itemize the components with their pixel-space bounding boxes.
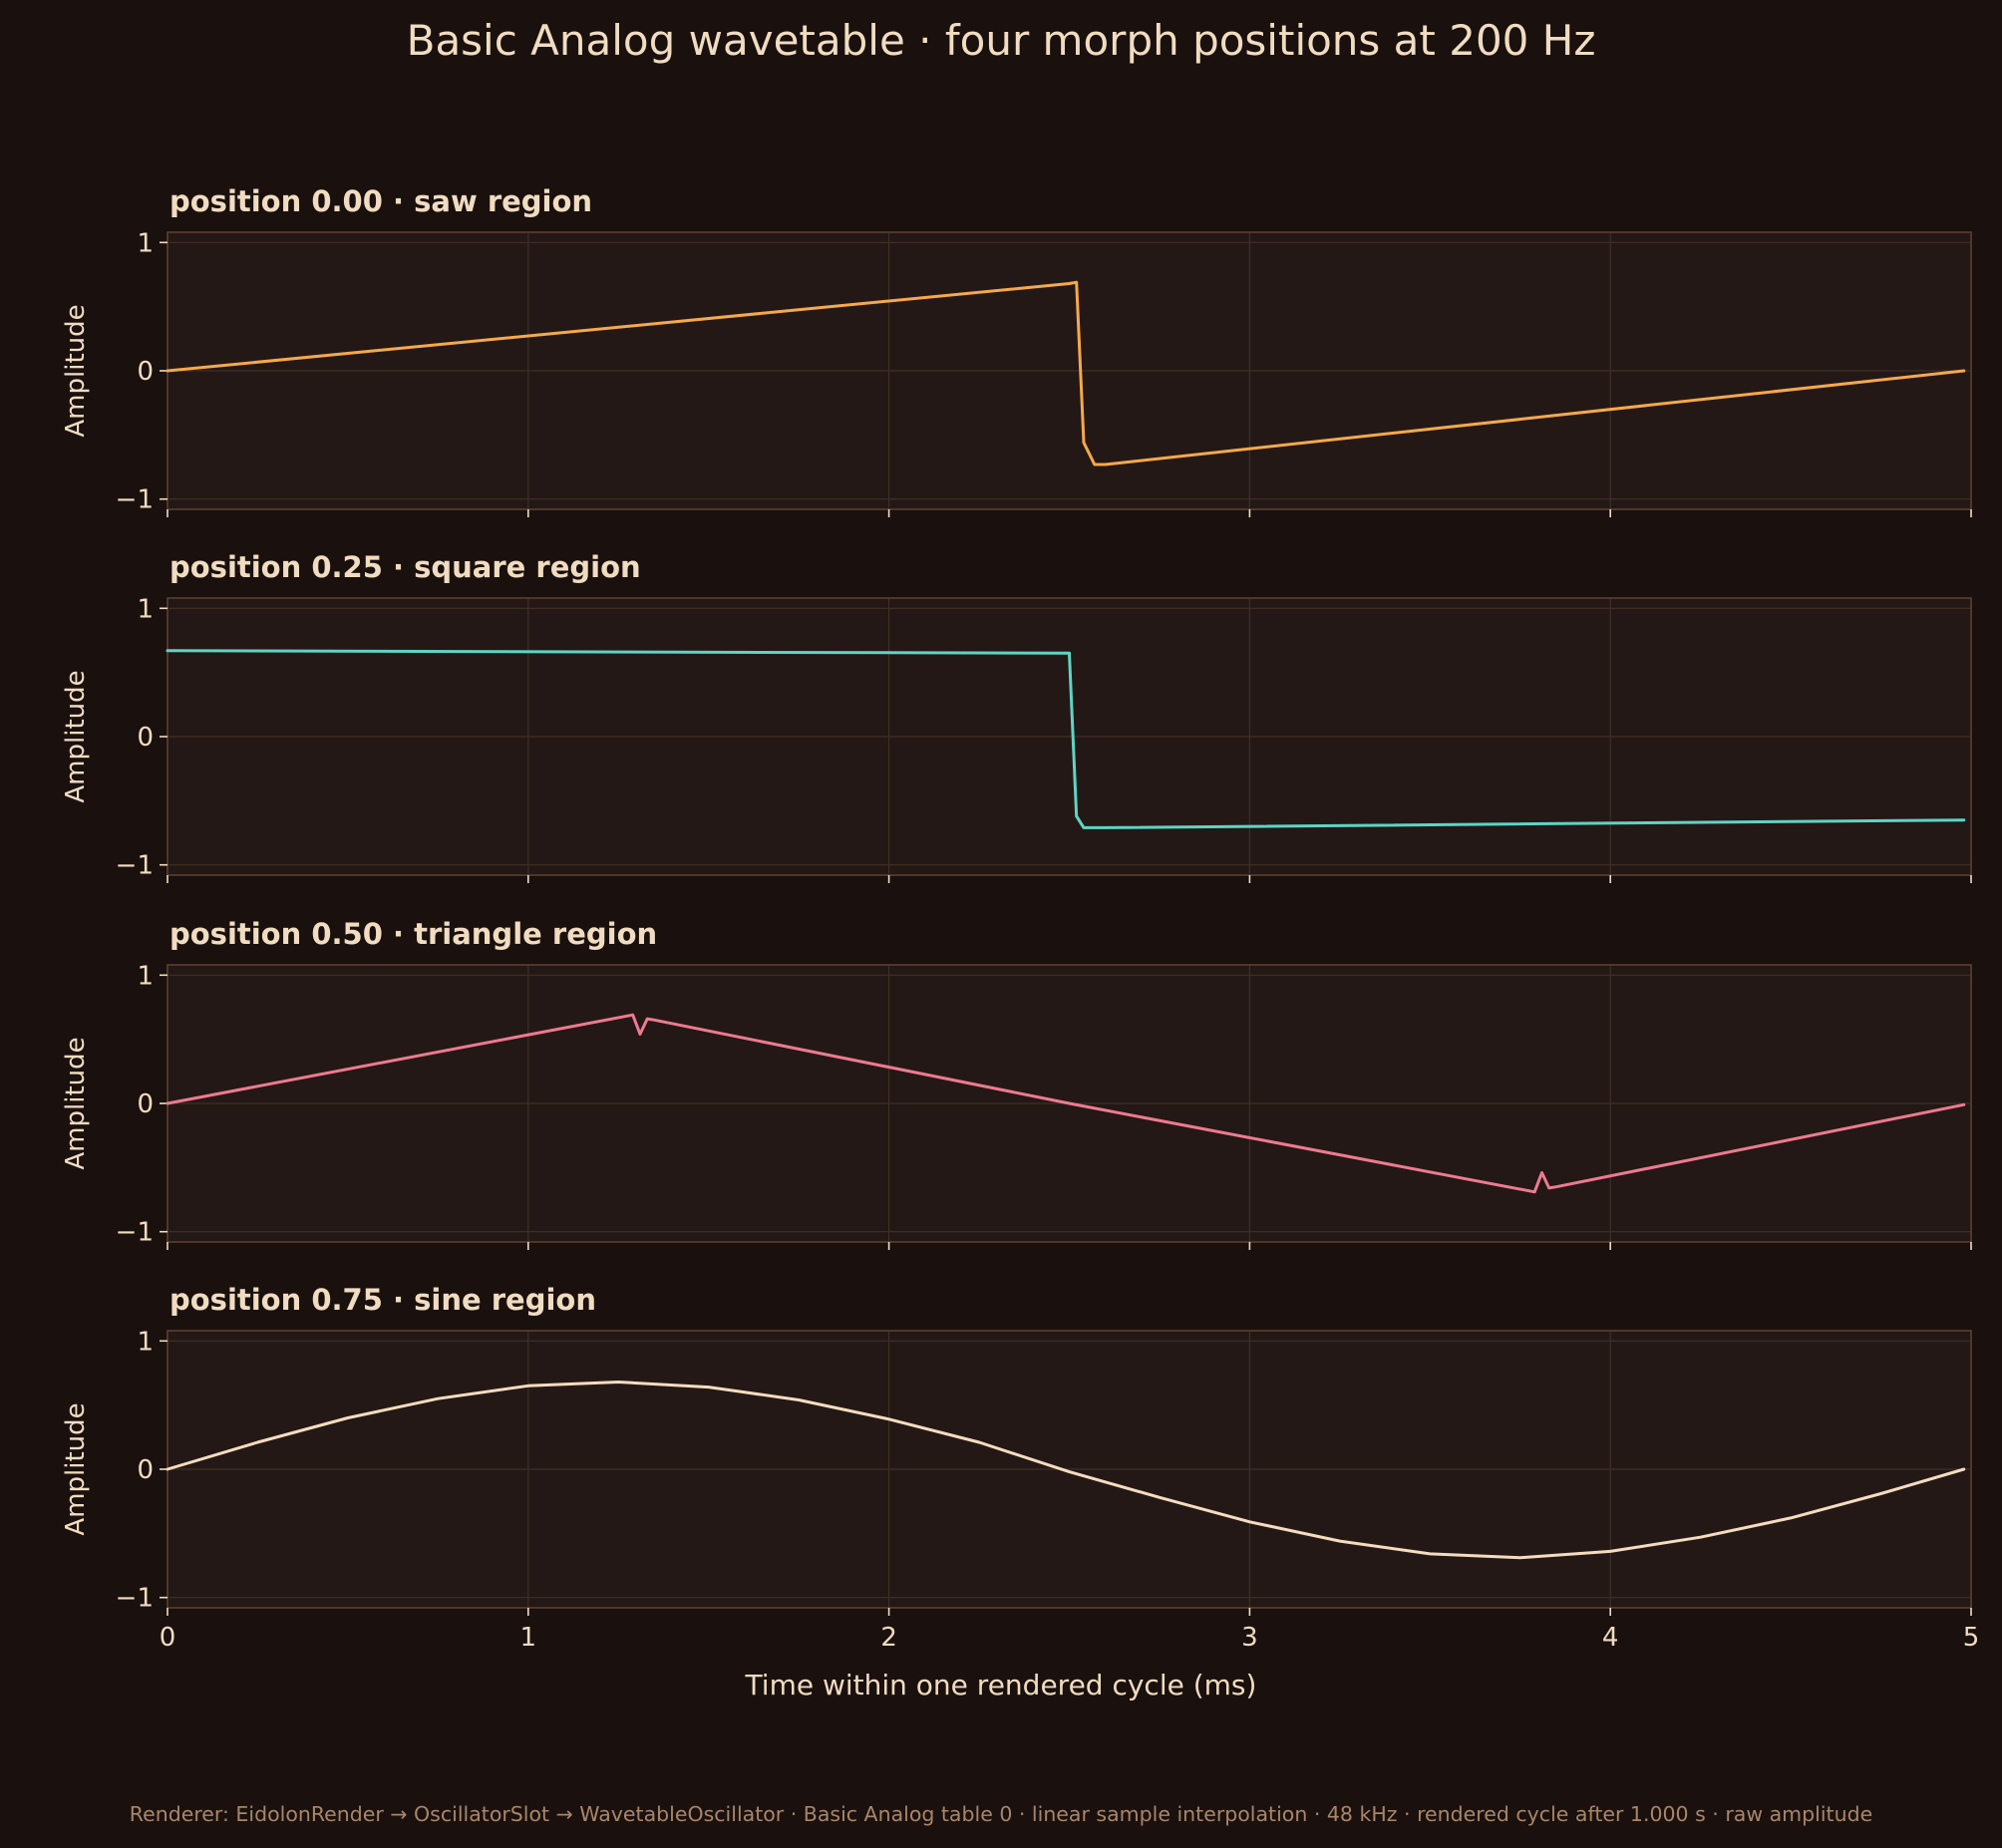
y-tick-label: 1 xyxy=(137,961,154,991)
y-tick-label: −1 xyxy=(116,1218,154,1248)
renderer-footer: Renderer: EidolonRender → OscillatorSlot… xyxy=(130,1802,1872,1826)
y-axis-label: Amplitude xyxy=(61,304,91,437)
waveform-line-sine xyxy=(166,1381,1966,1560)
x-tick-label: 3 xyxy=(1241,1623,1258,1653)
y-tick-label: 1 xyxy=(137,594,154,624)
waveform-line-saw xyxy=(166,280,1966,466)
x-tick-label: 1 xyxy=(520,1623,537,1653)
y-tick-label: 0 xyxy=(137,357,154,387)
panel-saw: −1 0 1 Amplitude position 0.00 · saw region xyxy=(61,184,1972,517)
x-tick-label: 0 xyxy=(160,1623,176,1653)
y-tick-label: 1 xyxy=(137,228,154,258)
x-tick-label: 5 xyxy=(1963,1623,1980,1653)
y-tick-label: −1 xyxy=(116,851,154,881)
y-tick-label: −1 xyxy=(116,1584,154,1614)
panel-triangle: −1 0 1 Amplitude position 0.50 · triangle re… xyxy=(61,917,1972,1250)
y-axis-label: Amplitude xyxy=(61,1402,91,1535)
y-tick-label: 0 xyxy=(137,1089,154,1119)
waveform-line-square xyxy=(166,649,1966,829)
y-tick-label: 0 xyxy=(137,1455,154,1485)
panel-title-saw: position 0.00 · saw region xyxy=(169,184,592,218)
panel-title-square: position 0.25 · square region xyxy=(169,550,641,584)
x-tick-label: 4 xyxy=(1602,1623,1619,1653)
waveform-line-triangle xyxy=(166,1013,1966,1194)
x-axis-label: Time within one rendered cycle (ms) xyxy=(745,1669,1257,1701)
panel-title-triangle: position 0.50 · triangle region xyxy=(169,917,657,951)
x-tick-label: 2 xyxy=(880,1623,897,1653)
y-axis-label: Amplitude xyxy=(61,1037,91,1169)
y-axis-label: Amplitude xyxy=(61,670,91,802)
panel-square: −1 0 1 Amplitude position 0.25 · square regi… xyxy=(61,550,1972,883)
y-tick-label: −1 xyxy=(116,485,154,515)
panel-title-sine: position 0.75 · sine region xyxy=(169,1283,596,1317)
figure-title: Basic Analog wavetable · four morph posi… xyxy=(407,16,1596,65)
y-tick-label: 0 xyxy=(137,723,154,753)
y-tick-label: 1 xyxy=(137,1327,154,1357)
